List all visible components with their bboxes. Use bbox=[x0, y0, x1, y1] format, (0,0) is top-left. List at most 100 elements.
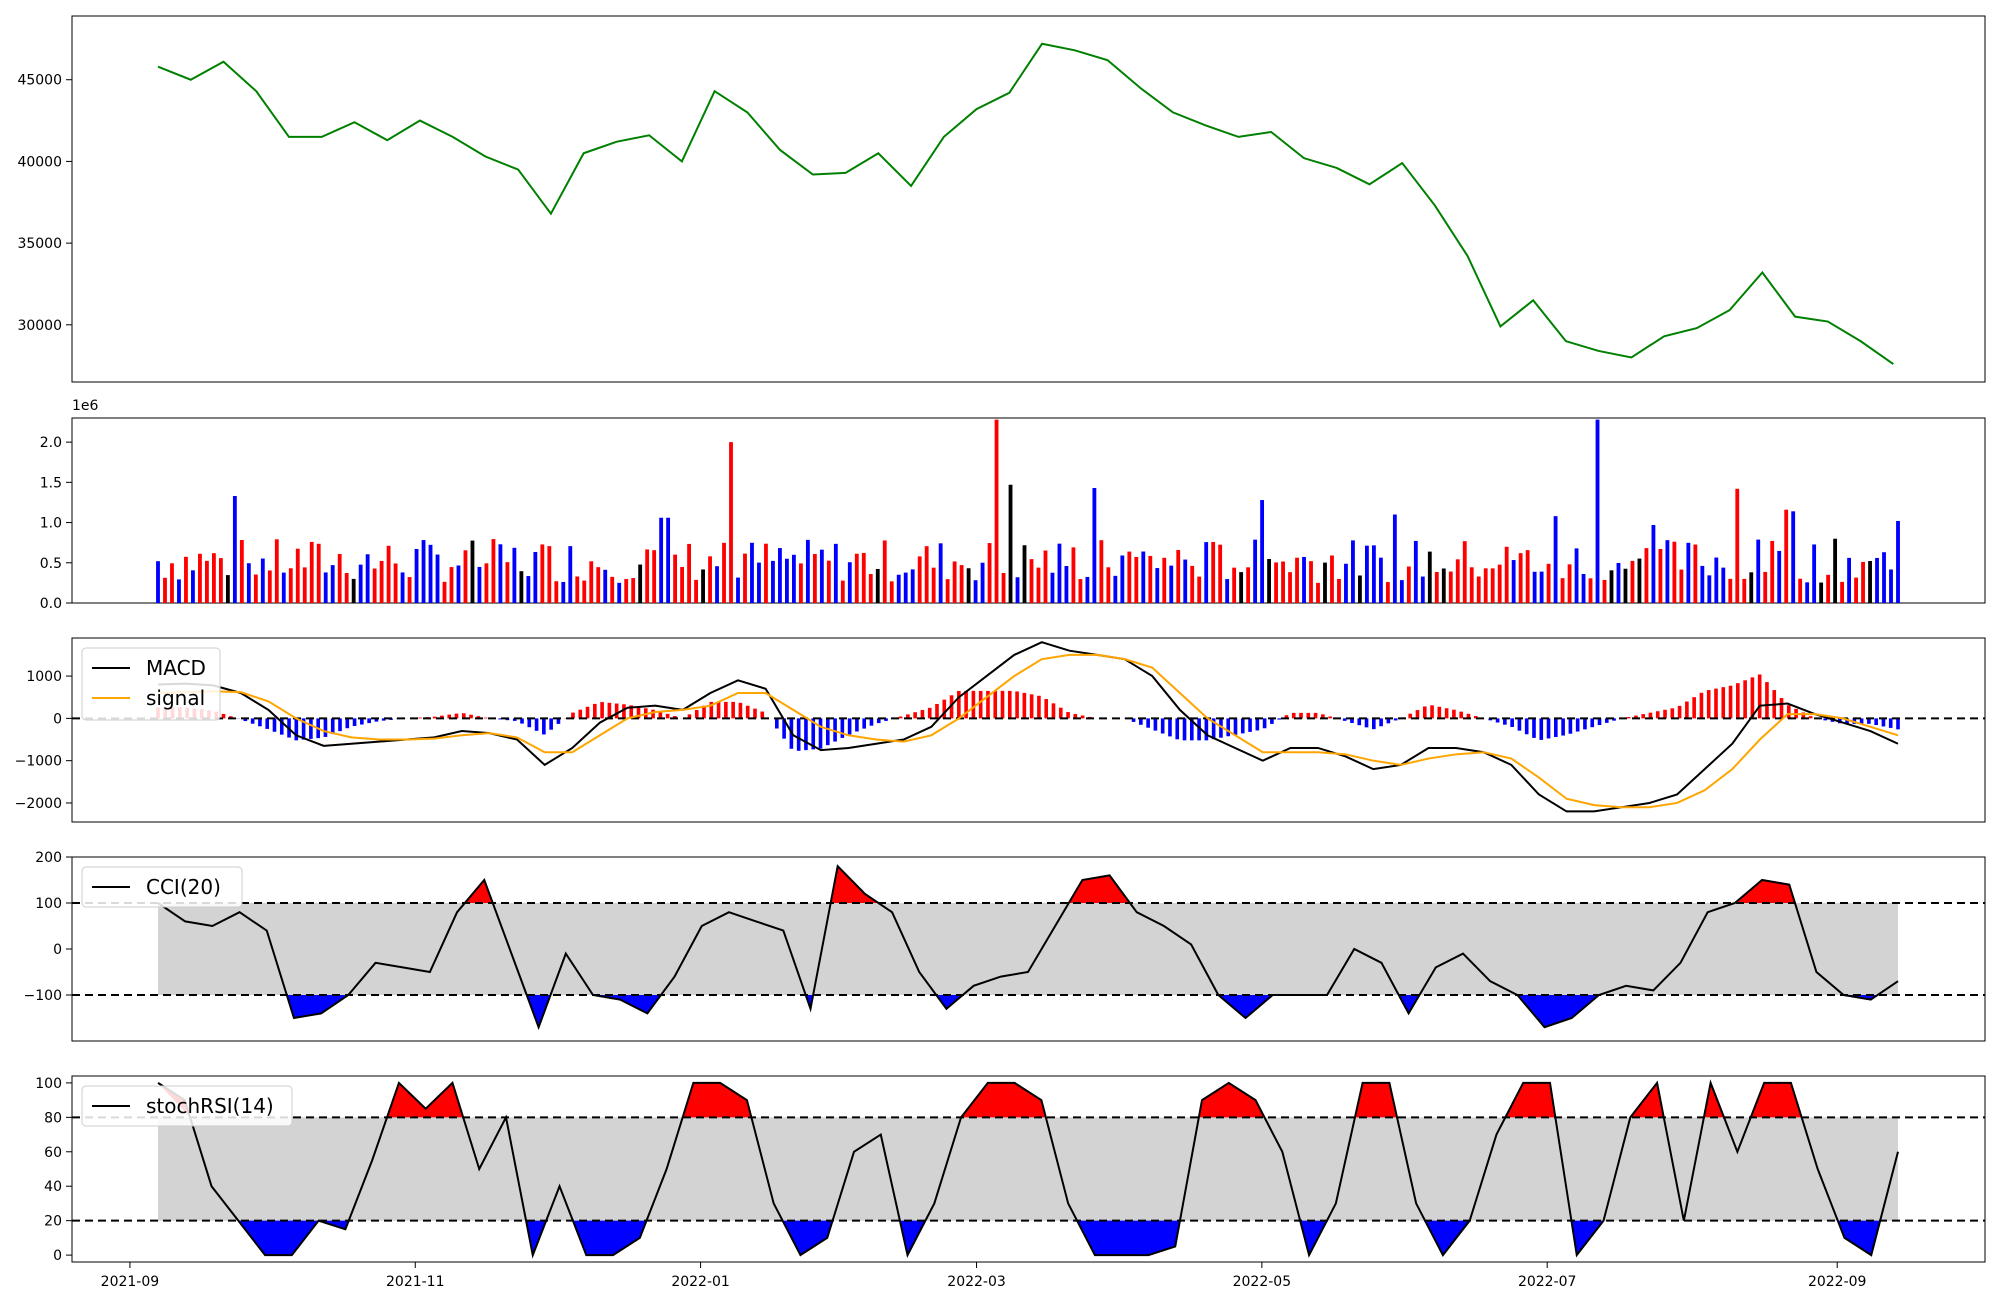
macd-histogram-bar bbox=[811, 718, 816, 750]
volume-bar bbox=[456, 565, 461, 603]
volume-bar bbox=[1239, 572, 1244, 603]
volume-bar bbox=[386, 545, 391, 603]
volume-bar bbox=[198, 553, 202, 603]
macd-histogram-bar bbox=[1379, 718, 1383, 727]
macd-histogram-bar bbox=[1648, 712, 1653, 719]
macd-histogram-bar bbox=[1044, 698, 1049, 719]
volume-bar bbox=[540, 544, 545, 603]
volume-bar bbox=[1833, 538, 1838, 603]
volume-bar bbox=[1770, 540, 1775, 603]
macd-histogram-bar bbox=[1612, 718, 1616, 721]
volume-bar bbox=[722, 542, 726, 603]
oversold-fill bbox=[782, 1220, 833, 1256]
macd-histogram-bar bbox=[1845, 718, 1849, 724]
volume-bar bbox=[1679, 569, 1684, 603]
volume-bar bbox=[1274, 562, 1278, 603]
volume-bar bbox=[1497, 564, 1502, 603]
volume-bar bbox=[1707, 575, 1712, 603]
macd-histogram-bar bbox=[1007, 690, 1012, 719]
overbought-fill bbox=[387, 1082, 464, 1118]
macd-histogram-bar bbox=[1160, 718, 1165, 734]
volume-bar bbox=[1232, 567, 1237, 603]
volume-bar bbox=[1441, 568, 1446, 603]
volume-bar bbox=[1295, 557, 1299, 603]
macd-histogram-bar bbox=[1197, 718, 1201, 741]
macd-histogram-bar bbox=[745, 705, 750, 719]
volume-bar bbox=[358, 564, 363, 603]
volume-bar bbox=[861, 552, 866, 603]
macd-histogram-bar bbox=[825, 718, 830, 746]
volume-bar bbox=[1826, 574, 1831, 603]
macd-histogram-bar bbox=[753, 708, 757, 719]
macd-histogram-bar bbox=[1801, 712, 1806, 719]
volume-bar bbox=[1448, 571, 1453, 603]
macd-histogram-bar bbox=[250, 718, 255, 724]
volume-bar bbox=[1462, 541, 1467, 603]
volume-bar bbox=[1413, 540, 1418, 603]
macd-histogram-bar bbox=[367, 718, 371, 724]
macd-histogram-bar bbox=[1626, 717, 1631, 719]
volume-bar bbox=[1581, 573, 1586, 603]
volume-bar bbox=[1490, 568, 1495, 603]
volume-bar bbox=[1099, 540, 1104, 603]
macd-histogram-bar bbox=[716, 701, 721, 719]
macd-histogram-bar bbox=[840, 718, 845, 738]
macd-histogram-bar bbox=[1022, 692, 1027, 719]
macd-histogram-bar bbox=[418, 717, 422, 719]
macd-histogram-bar bbox=[585, 706, 590, 719]
volume-bar bbox=[589, 561, 594, 603]
price-panel bbox=[71, 15, 1986, 383]
macd-histogram-bar bbox=[694, 710, 699, 719]
macd-histogram-bar bbox=[1175, 718, 1180, 740]
volume-scale-label: 1e6 bbox=[72, 398, 99, 414]
macd-histogram-bar bbox=[323, 718, 328, 737]
macd-histogram-bar bbox=[920, 710, 925, 719]
macd-histogram-bar bbox=[1750, 677, 1755, 719]
macd-histogram-bar bbox=[1590, 718, 1595, 728]
volume-bar bbox=[1749, 572, 1754, 603]
y-tick-label: 80 bbox=[44, 1110, 62, 1126]
volume-bar bbox=[1434, 572, 1439, 603]
volume-bar bbox=[1141, 551, 1146, 603]
volume-bar bbox=[1358, 575, 1362, 603]
macd-histogram-bar bbox=[1306, 712, 1311, 719]
volume-bar bbox=[903, 572, 908, 603]
x-tick-label: 2021-09 bbox=[101, 1274, 160, 1290]
volume-bar bbox=[1001, 573, 1006, 603]
macd-histogram-bar bbox=[1073, 714, 1078, 719]
macd-histogram-bar bbox=[1575, 718, 1580, 732]
volume-bar bbox=[785, 558, 789, 603]
volume-bar bbox=[819, 549, 824, 603]
volume-bar bbox=[449, 567, 454, 603]
volume-bar bbox=[1553, 516, 1558, 603]
volume-bar bbox=[1630, 560, 1635, 603]
macd-histogram-bar bbox=[258, 718, 262, 727]
oversold-fill bbox=[572, 1220, 647, 1256]
macd-histogram-bar bbox=[1452, 709, 1456, 719]
y-tick-label: 0 bbox=[53, 1248, 62, 1264]
macd-histogram-bar bbox=[1029, 694, 1034, 719]
macd-histogram-bar bbox=[1867, 718, 1871, 724]
macd-histogram-bar bbox=[1139, 718, 1143, 725]
macd-histogram-bar bbox=[498, 718, 502, 720]
macd-histogram-bar bbox=[1444, 708, 1449, 719]
macd-histogram-bar bbox=[957, 690, 961, 719]
volume-bar bbox=[736, 577, 740, 603]
volume-bar bbox=[1246, 567, 1251, 603]
macd-histogram-bar bbox=[876, 718, 881, 724]
macd-histogram-bar bbox=[1655, 711, 1660, 719]
volume-bar bbox=[1078, 579, 1083, 603]
macd-histogram-bar bbox=[1189, 718, 1194, 741]
volume-bar bbox=[1385, 582, 1390, 603]
macd-histogram-bar bbox=[374, 718, 379, 722]
volume-bar bbox=[833, 543, 838, 603]
volume-bar bbox=[1861, 561, 1865, 603]
macd-histogram-bar bbox=[1808, 716, 1813, 719]
volume-bar bbox=[295, 548, 300, 603]
volume-bar bbox=[1043, 550, 1048, 603]
macd-histogram-bar bbox=[1743, 680, 1747, 719]
volume-bar bbox=[1819, 582, 1824, 603]
oversold-fill bbox=[526, 995, 551, 1028]
volume-bar bbox=[1392, 514, 1397, 603]
macd-histogram-bar bbox=[1604, 718, 1609, 723]
